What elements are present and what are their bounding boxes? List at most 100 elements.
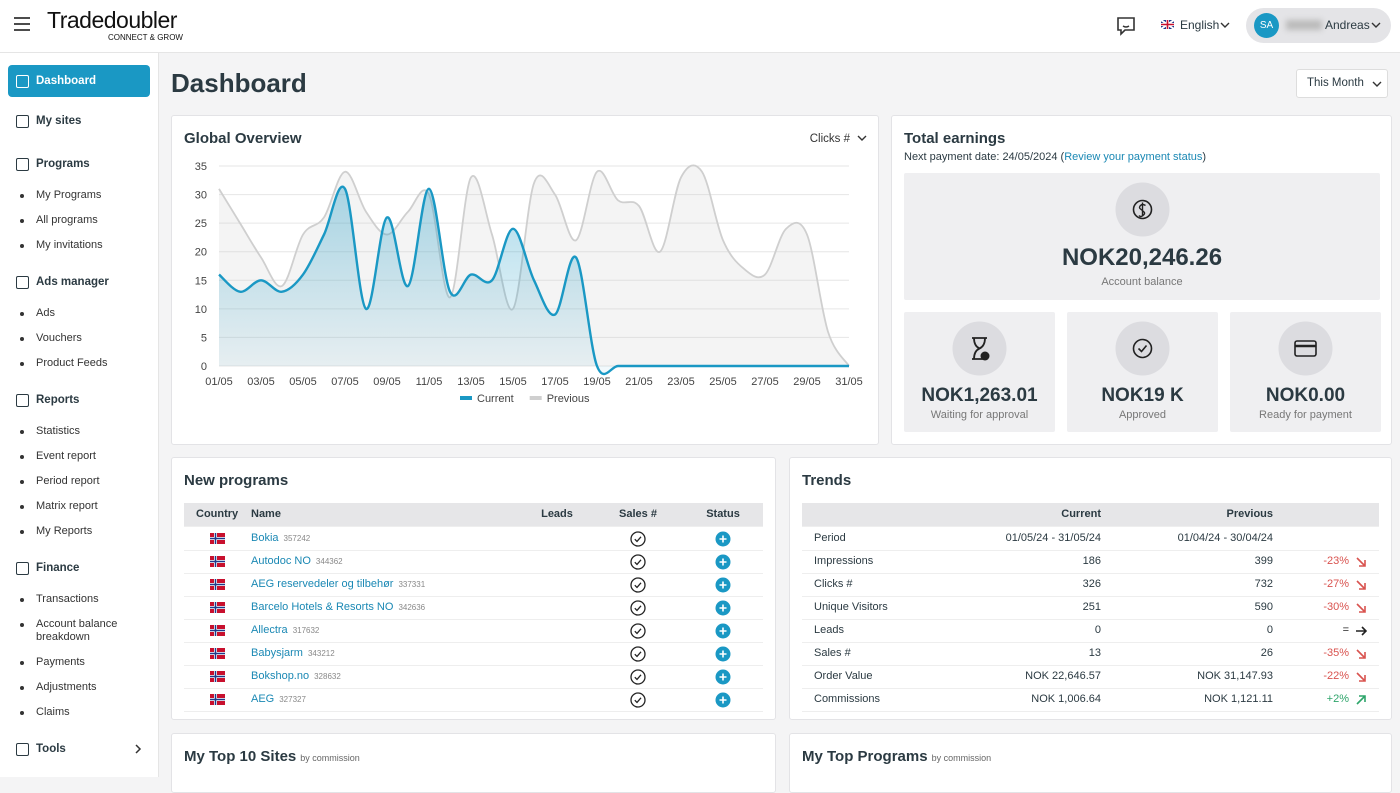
nav-heading[interactable]: Settings: [8, 773, 150, 777]
previous-value: 01/04/24 - 30/04/24: [1177, 532, 1273, 544]
sort-select[interactable]: by commission: [931, 753, 992, 763]
nav-item[interactable]: Transactions: [0, 587, 136, 612]
nav-icon: [16, 743, 29, 756]
tile-label: Waiting for approval: [930, 409, 1029, 421]
chevron: [1371, 22, 1381, 28]
nav-item[interactable]: All programs: [0, 208, 136, 233]
column-header: Country: [196, 508, 239, 520]
program-name[interactable]: AEG 327327: [251, 688, 306, 711]
nav-icon: [16, 158, 29, 171]
program-name[interactable]: Allectra 317632: [251, 619, 319, 642]
row-label: Sales #: [814, 647, 851, 659]
nav-heading[interactable]: Finance: [8, 549, 150, 587]
language-select[interactable]: English: [1180, 18, 1220, 32]
change-arrow: [1355, 556, 1367, 568]
nav-icon: [16, 75, 29, 88]
balance-box: NOK20,246.26 Account balance: [904, 173, 1380, 300]
program-name[interactable]: Babysjarm 343212: [251, 642, 335, 665]
table-row: Sales # 13 26 -35%: [802, 642, 1379, 666]
nav-item[interactable]: Matrix report: [0, 494, 136, 519]
nav-item[interactable]: Event report: [0, 444, 136, 469]
nav-heading[interactable]: Tools: [8, 730, 150, 768]
nav-item[interactable]: Payments: [0, 650, 136, 675]
status-add[interactable]: [715, 623, 731, 639]
status-add[interactable]: [715, 577, 731, 593]
program-id: 357242: [283, 534, 311, 543]
nav-heading[interactable]: My sites: [8, 102, 150, 140]
tile-amount: NOK0.00: [1265, 385, 1346, 406]
nav-heading[interactable]: Reports: [8, 381, 150, 419]
program-name[interactable]: Bokia 357242: [251, 527, 310, 550]
nav-group: Programs My Programs All programs My invita…: [0, 145, 158, 258]
previous-value: NOK 31,147.93: [1197, 670, 1273, 682]
tile-amount: NOK1,263.01: [921, 385, 1038, 406]
x-tick-label: 17/05: [541, 376, 569, 388]
previous-value: 399: [1254, 555, 1273, 567]
feedback-button[interactable]: [1116, 16, 1136, 36]
status-add[interactable]: [715, 646, 731, 662]
status-add[interactable]: [715, 600, 731, 616]
previous-value: NOK 1,121.11: [1204, 693, 1273, 705]
nav-label: My sites: [36, 115, 82, 127]
program-id: 328632: [314, 672, 341, 681]
balance-label: Account balance: [1101, 276, 1183, 288]
nav-item[interactable]: My Reports: [0, 519, 136, 544]
program-name[interactable]: Autodoc NO 344362: [251, 550, 343, 573]
nav-item[interactable]: Vouchers: [0, 326, 136, 351]
new-programs-card: New programs Country Name Leads Sales # Stat…: [171, 457, 776, 720]
nav-chevron: [134, 730, 142, 768]
tile-icon: [1115, 321, 1170, 381]
previous-value: 0: [1266, 624, 1273, 636]
status-add[interactable]: [715, 692, 731, 708]
sales-check: [630, 692, 646, 708]
nav-label: Dashboard: [36, 75, 97, 87]
change-arrow: [1355, 602, 1367, 614]
logo[interactable]: Tradedoubler: [47, 7, 177, 33]
nav-item[interactable]: Claims: [0, 700, 136, 725]
nav-label: Tools: [36, 743, 66, 755]
chart: Global Overview Clicks # 0 5 10 15 20 25 30 35 0…: [184, 130, 867, 405]
period-select[interactable]: This Month: [1296, 69, 1388, 98]
x-tick-label: 23/05: [667, 376, 695, 388]
row-label: Leads: [814, 624, 844, 636]
status-add[interactable]: [715, 554, 731, 570]
sort-select[interactable]: by commission: [300, 753, 360, 763]
card-title-text: My Top Programs: [802, 748, 928, 765]
table-row: Impressions 186 399 -23%: [802, 550, 1379, 574]
nav-item[interactable]: My invitations: [0, 233, 136, 258]
nav-item[interactable]: Product Feeds: [0, 351, 136, 376]
no-flag: [210, 671, 225, 682]
no-flag: [210, 602, 225, 613]
nav-item[interactable]: Statistics: [0, 419, 136, 444]
nav-heading[interactable]: Programs: [8, 145, 150, 183]
program-name[interactable]: AEG reservedeler og tilbehør 337331: [251, 573, 425, 596]
program-name[interactable]: Barcelo Hotels & Resorts NO 342636: [251, 596, 425, 619]
series-line: [218, 185, 849, 376]
nav-heading[interactable]: Ads manager: [8, 263, 150, 301]
nav-item[interactable]: Ads: [0, 301, 136, 326]
nav-item[interactable]: Period report: [0, 469, 136, 494]
y-tick-label: 0: [201, 361, 207, 373]
sales-check: [630, 600, 646, 616]
menu-button[interactable]: [13, 16, 31, 32]
table-header: Country Name Leads Sales # Status: [184, 503, 763, 527]
change-arrow: [1355, 694, 1367, 706]
program-id: 317632: [292, 626, 320, 635]
column-header: Leads: [541, 508, 573, 520]
column-header: Previous: [1226, 508, 1273, 520]
program-name[interactable]: Bokshop.no 328632: [251, 665, 341, 688]
change-value: -35%: [1323, 647, 1349, 659]
status-add[interactable]: [715, 669, 731, 685]
nav-item[interactable]: Account balance breakdown: [0, 612, 136, 650]
nav-group: Dashboard: [0, 65, 158, 97]
nav-item[interactable]: My Programs: [0, 183, 136, 208]
nav-item[interactable]: Adjustments: [0, 675, 136, 700]
user-menu[interactable]: SA Andreas: [1246, 8, 1391, 43]
change-value: +2%: [1326, 693, 1349, 705]
table-row: Barcelo Hotels & Resorts NO 342636: [184, 596, 763, 620]
payment-link[interactable]: Review your payment status: [1064, 151, 1203, 163]
nav-heading[interactable]: Dashboard: [8, 65, 150, 97]
table-row: Clicks # 326 732 -27%: [802, 573, 1379, 597]
metric-select[interactable]: Clicks #: [810, 133, 851, 145]
status-add[interactable]: [715, 531, 731, 547]
